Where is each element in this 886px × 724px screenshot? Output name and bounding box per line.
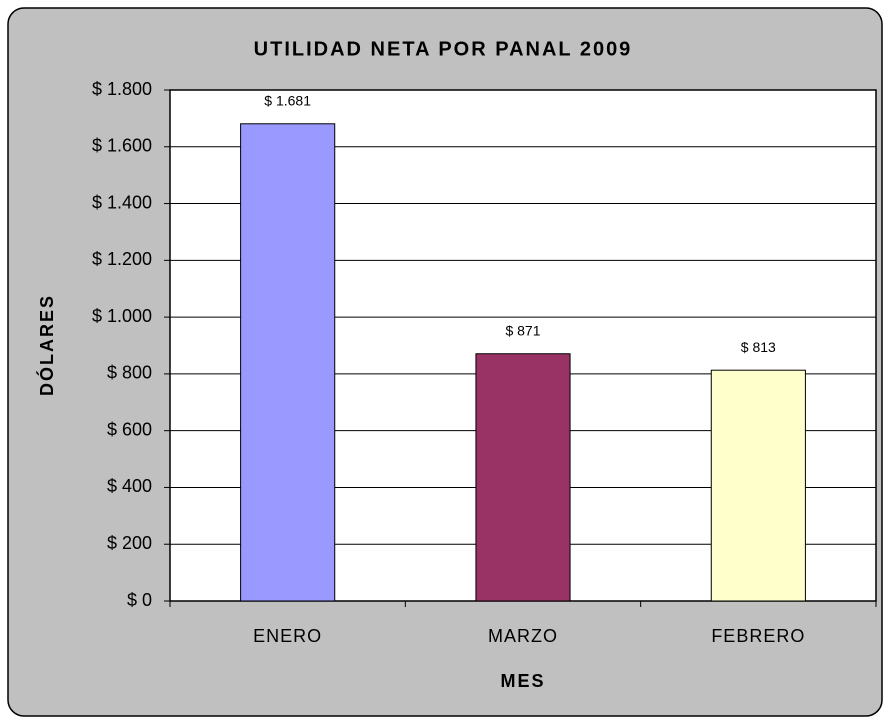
bar	[240, 123, 336, 602]
x-tick-label: FEBRERO	[711, 626, 805, 646]
bar	[710, 369, 806, 602]
y-tick-label: $ 400	[107, 476, 152, 496]
y-tick-label: $ 800	[107, 363, 152, 383]
y-tick-label: $ 1.800	[92, 79, 152, 99]
data-label: $ 813	[741, 339, 776, 355]
y-tick-label: $ 200	[107, 533, 152, 553]
y-tick-label: $ 0	[127, 590, 152, 610]
data-label: $ 871	[505, 322, 540, 338]
y-axis-label: DÓLARES	[36, 294, 57, 396]
data-label: $ 1.681	[264, 92, 311, 108]
x-tick-label: MARZO	[488, 626, 558, 646]
y-tick-label: $ 600	[107, 419, 152, 439]
x-tick-label: ENERO	[253, 626, 322, 646]
y-tick-label: $ 1.200	[92, 249, 152, 269]
bar	[475, 353, 571, 602]
y-tick-label: $ 1.000	[92, 306, 152, 326]
y-tick-label: $ 1.600	[92, 136, 152, 156]
chart-title: UTILIDAD NETA POR PANAL 2009	[254, 38, 633, 60]
x-axis-label: MES	[500, 671, 545, 691]
y-tick-label: $ 1.400	[92, 192, 152, 212]
